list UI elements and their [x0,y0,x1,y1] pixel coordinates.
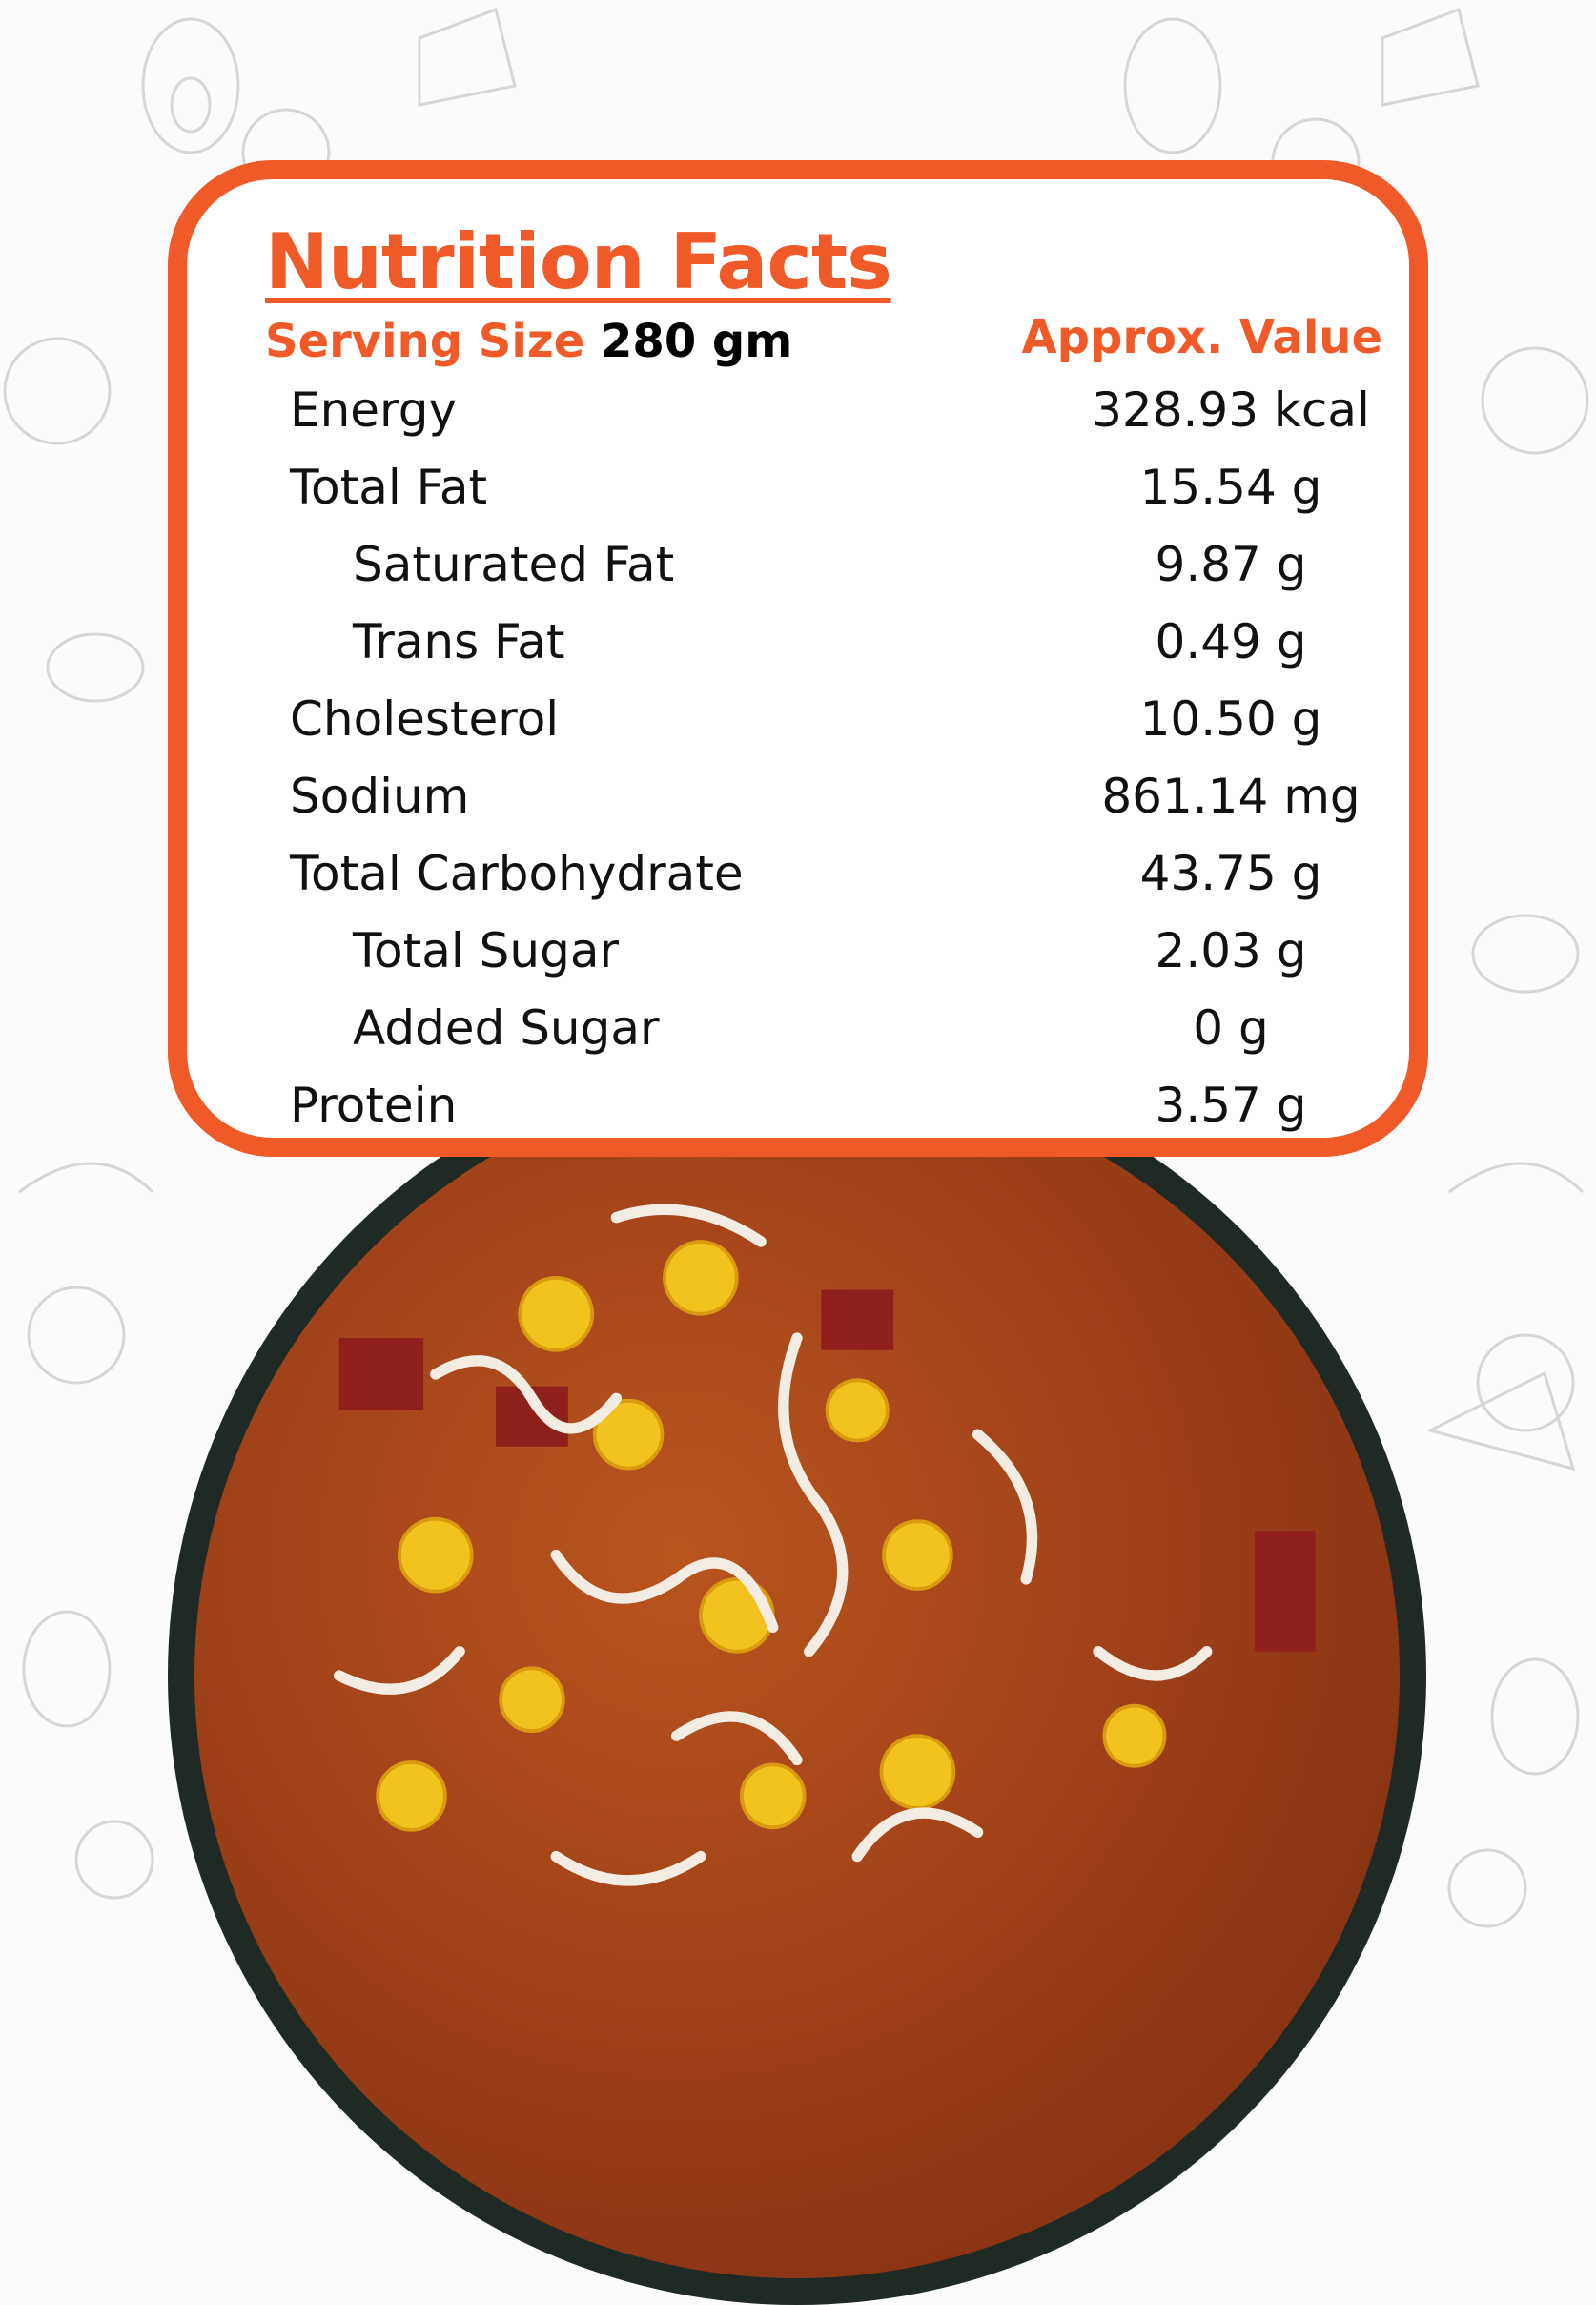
nutrient-value: 2.03 g [1155,923,1307,978]
nutrient-value: 861.14 mg [1101,769,1361,824]
nutrient-value: 0.49 g [1155,614,1307,669]
nutrient-name: Protein [290,1078,458,1133]
nutrient-row-energy: Energy 328.93 kcal [187,375,1409,452]
nutrient-row-protein: Protein 3.57 g [187,1070,1409,1147]
nutrient-row-cholesterol: Cholesterol 10.50 g [187,684,1409,761]
nutrient-list: Energy 328.93 kcal Total Fat 15.54 g Satur… [187,375,1409,1147]
nutrient-row-total-sugar: Total Sugar 2.03 g [187,916,1409,993]
serving-size: Serving Size 280 gm [265,315,792,368]
nutrient-row-total-carbohydrate: Total Carbohydrate 43.75 g [187,838,1409,916]
nutrient-name: Sodium [290,769,470,824]
nutrient-row-sodium: Sodium 861.14 mg [187,761,1409,838]
nutrient-row-total-fat: Total Fat 15.54 g [187,452,1409,529]
nutrient-name: Total Fat [290,460,488,515]
nutrient-name: Energy [290,382,458,438]
nutrient-row-saturated-fat: Saturated Fat 9.87 g [187,529,1409,607]
nutrient-value: 43.75 g [1139,846,1322,901]
approx-value-header: Approx. Value [1021,311,1382,364]
nutrient-row-added-sugar: Added Sugar 0 g [187,993,1409,1070]
nutrient-name: Trans Fat [353,614,565,669]
nutrient-value: 0 g [1193,1000,1269,1056]
nutrient-value: 10.50 g [1139,691,1322,747]
nutrition-facts-title: Nutrition Facts [265,217,892,306]
nutrient-name: Total Sugar [353,923,620,978]
nutrient-name: Cholesterol [290,691,560,747]
curry [194,1073,1400,2278]
nutrient-value: 9.87 g [1155,537,1307,592]
serving-size-label: Serving Size [265,315,585,368]
serving-size-value: 280 gm [601,315,793,368]
nutrient-name: Added Sugar [353,1000,660,1056]
nutrient-name: Saturated Fat [353,537,675,592]
nutrition-facts-card: Nutrition Facts Serving Size 280 gm Appr… [168,160,1428,1157]
nutrient-row-trans-fat: Trans Fat 0.49 g [187,607,1409,684]
nutrient-value: 15.54 g [1139,460,1322,515]
curry-bowl-image [168,1046,1426,2305]
nutrient-name: Total Carbohydrate [290,846,744,901]
nutrient-value: 328.93 kcal [1092,382,1370,438]
nutrient-value: 3.57 g [1155,1078,1307,1133]
